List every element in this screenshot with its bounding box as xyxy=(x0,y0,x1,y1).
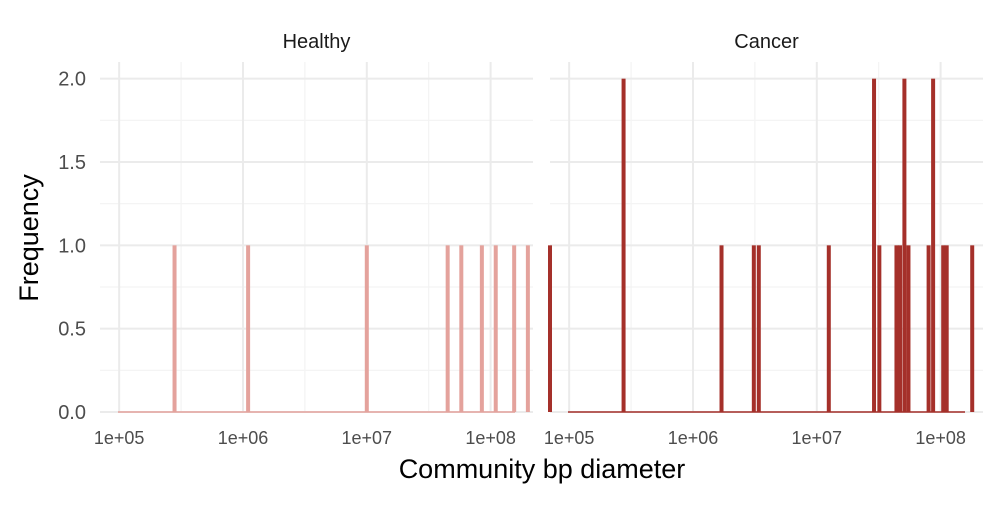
x-axis-title: Community bp diameter xyxy=(399,454,686,484)
x-tick-label: 1e+07 xyxy=(792,428,843,448)
histogram-bar xyxy=(941,245,946,412)
x-tick-label: 1e+08 xyxy=(915,428,966,448)
histogram-bar xyxy=(826,245,831,412)
x-tick-label: 1e+05 xyxy=(544,428,595,448)
histogram-bar xyxy=(445,245,450,412)
panel-title: Cancer xyxy=(734,31,799,53)
histogram-bar xyxy=(906,245,911,412)
histogram-bar xyxy=(926,245,931,412)
y-tick-label: 0.0 xyxy=(58,402,86,424)
panel-healthy: Healthy 1e+05 1e+06 1e+07 1e+08 xyxy=(94,31,533,448)
histogram-bar xyxy=(525,245,530,412)
x-tick-label: 1e+07 xyxy=(342,428,393,448)
y-axis-title: Frequency xyxy=(14,174,44,302)
histogram-bar xyxy=(493,245,498,412)
x-tick-label: 1e+08 xyxy=(465,428,516,448)
histogram-bar xyxy=(931,78,936,413)
histogram-bar xyxy=(894,245,899,412)
histogram-bar xyxy=(902,78,907,413)
histogram-bar xyxy=(877,245,882,412)
histogram-bar xyxy=(459,245,464,412)
histogram-bar xyxy=(970,245,975,412)
histogram-bar xyxy=(172,245,177,412)
y-tick-label: 1.0 xyxy=(58,235,86,257)
panel-title: Healthy xyxy=(283,31,351,53)
histogram-bar xyxy=(898,245,903,412)
histogram-bar xyxy=(479,245,484,412)
histogram-bar xyxy=(751,245,756,412)
panel-cancer: Cancer 1e+05 1e+06 1e+07 1e+08 xyxy=(544,31,983,448)
y-tick-label: 2.0 xyxy=(58,69,86,91)
histogram-bar xyxy=(364,245,369,412)
histogram-bar xyxy=(246,245,251,412)
histogram-bar xyxy=(621,78,626,413)
y-tick-label: 1.5 xyxy=(58,152,86,174)
x-tick-label: 1e+05 xyxy=(94,428,145,448)
histogram-bar xyxy=(872,78,877,413)
y-tick-label: 0.5 xyxy=(58,319,86,341)
histogram-bar xyxy=(944,245,949,412)
x-tick-label: 1e+06 xyxy=(668,428,719,448)
histogram-bar xyxy=(548,245,552,412)
histogram-bar xyxy=(719,245,724,412)
histogram-bar xyxy=(756,245,761,412)
histogram-bar xyxy=(512,245,517,412)
x-tick-label: 1e+06 xyxy=(218,428,269,448)
